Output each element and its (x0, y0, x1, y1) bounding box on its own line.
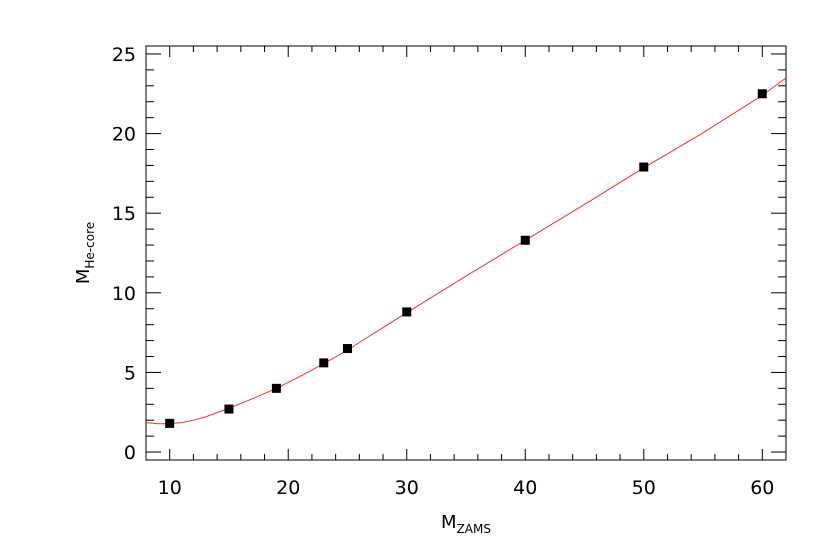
data-point (520, 235, 530, 245)
x-tick-label: 60 (750, 477, 774, 499)
ticks-layer (145, 46, 787, 460)
y-axis-title-sub: He-core (83, 222, 97, 269)
data-point (224, 404, 234, 414)
data-point (271, 383, 281, 393)
data-points-layer (165, 89, 767, 428)
data-point (342, 344, 352, 354)
tick-labels-layer: 10 20 30 40 50 60 0 5 10 15 20 25 (112, 44, 775, 499)
fit-curve-line (146, 77, 786, 425)
y-tick-label: 20 (112, 124, 136, 146)
x-axis-title-main: M (441, 512, 457, 533)
x-tick-label: 30 (395, 477, 419, 499)
data-point (639, 162, 649, 172)
y-tick-label: 15 (112, 203, 136, 225)
data-point (402, 307, 412, 317)
x-tick-label: 50 (632, 477, 656, 499)
plot-frame (145, 45, 787, 461)
data-point (319, 358, 329, 368)
data-point (757, 89, 767, 99)
y-tick-label: 10 (112, 283, 136, 305)
x-tick-label: 10 (158, 477, 182, 499)
y-tick-label: 25 (112, 44, 136, 66)
x-axis-title: MZAMS (441, 512, 491, 536)
y-axis-title: MHe-core (73, 222, 97, 284)
data-point (165, 418, 175, 428)
y-tick-label: 0 (124, 442, 136, 464)
x-tick-label: 40 (513, 477, 537, 499)
y-tick-label: 5 (124, 362, 136, 384)
x-tick-label: 20 (276, 477, 300, 499)
y-axis-title-main: M (73, 269, 94, 285)
x-axis-title-sub: ZAMS (457, 522, 491, 536)
fit-curve-layer (146, 77, 786, 425)
